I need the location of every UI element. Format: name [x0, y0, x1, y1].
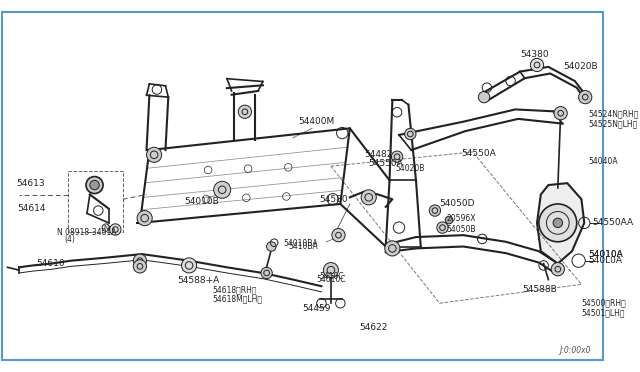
Text: 54613: 54613	[17, 179, 45, 187]
Text: 54020B: 54020B	[563, 62, 598, 71]
Circle shape	[332, 228, 345, 242]
Text: 54501〈LH〉: 54501〈LH〉	[582, 308, 625, 317]
Circle shape	[539, 204, 577, 242]
Circle shape	[551, 263, 564, 276]
Circle shape	[214, 181, 230, 198]
Text: 54010A: 54010A	[588, 250, 623, 259]
Text: 54524N〈RH〉: 54524N〈RH〉	[588, 110, 639, 119]
Circle shape	[429, 205, 440, 216]
Circle shape	[531, 58, 543, 71]
Text: (4): (4)	[64, 235, 75, 244]
Text: 54588B: 54588B	[522, 285, 557, 294]
Circle shape	[109, 224, 121, 235]
Text: 54010B: 54010B	[184, 197, 219, 206]
Circle shape	[553, 218, 563, 228]
Text: 54525N〈LH〉: 54525N〈LH〉	[588, 119, 637, 128]
Circle shape	[478, 92, 490, 103]
Circle shape	[436, 222, 448, 233]
Circle shape	[86, 177, 103, 193]
Circle shape	[404, 128, 416, 140]
Circle shape	[392, 151, 403, 162]
Text: 54010C: 54010C	[317, 275, 346, 284]
Text: 540L0A: 540L0A	[588, 256, 622, 265]
Circle shape	[445, 216, 453, 224]
Circle shape	[133, 260, 147, 273]
Circle shape	[238, 105, 252, 118]
Text: 54040A: 54040A	[588, 157, 618, 166]
Text: 54010BA: 54010BA	[284, 239, 318, 248]
Circle shape	[385, 241, 400, 256]
Text: 54618M〈LH〉: 54618M〈LH〉	[212, 294, 263, 303]
Text: 54050D: 54050D	[440, 199, 475, 208]
Circle shape	[554, 107, 567, 120]
Text: 54482: 54482	[364, 150, 392, 159]
Text: 54622: 54622	[359, 323, 388, 332]
Text: 54010A: 54010A	[588, 250, 623, 259]
Circle shape	[261, 267, 272, 279]
Circle shape	[267, 242, 276, 251]
Text: N: N	[103, 225, 109, 231]
Text: 54618〈RH〉: 54618〈RH〉	[212, 285, 257, 295]
Circle shape	[90, 180, 99, 190]
Text: 54580: 54580	[319, 195, 348, 204]
Text: 54550A: 54550A	[461, 149, 496, 158]
Circle shape	[361, 190, 376, 205]
Text: 54610: 54610	[36, 259, 65, 268]
Circle shape	[133, 254, 147, 267]
Text: 54500〈RH〉: 54500〈RH〉	[582, 299, 626, 308]
Circle shape	[137, 211, 152, 226]
Polygon shape	[537, 183, 584, 263]
Text: 54459: 54459	[303, 304, 331, 313]
Text: N 08918-3401A: N 08918-3401A	[57, 228, 116, 237]
Text: 54588+A: 54588+A	[178, 276, 220, 285]
Text: 54020B: 54020B	[395, 164, 424, 173]
Text: 54550AA: 54550AA	[592, 218, 633, 227]
Circle shape	[579, 90, 592, 104]
Text: 54614: 54614	[17, 204, 45, 213]
Text: 54400M: 54400M	[299, 117, 335, 126]
Text: 54380: 54380	[520, 50, 548, 59]
Circle shape	[147, 147, 162, 162]
Text: 20596X: 20596X	[446, 214, 476, 223]
Circle shape	[182, 258, 196, 273]
Text: J:0:00x0: J:0:00x0	[559, 346, 591, 355]
Text: 5410BA: 5410BA	[289, 242, 318, 251]
Text: 5410C: 5410C	[319, 272, 344, 281]
Circle shape	[323, 263, 339, 278]
Text: 54050B: 54050B	[446, 225, 476, 234]
Text: 54550A: 54550A	[369, 159, 403, 168]
